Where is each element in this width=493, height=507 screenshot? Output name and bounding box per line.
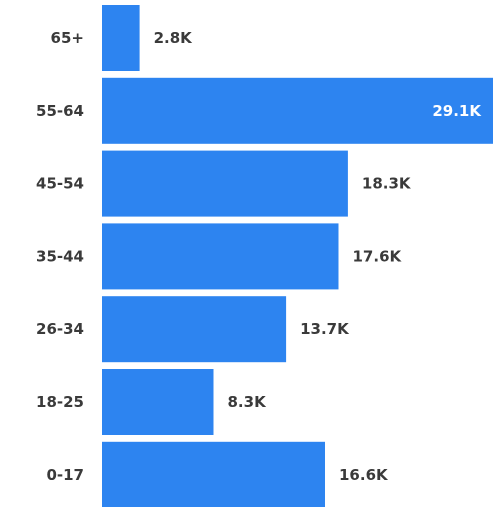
data-label: 8.3K (228, 393, 268, 411)
data-label: 29.1K (432, 102, 482, 120)
data-label: 13.7K (300, 320, 350, 338)
category-label: 55-64 (36, 102, 84, 120)
bar-18-25[interactable] (102, 369, 214, 435)
data-label: 16.6K (339, 466, 389, 484)
bar-65+[interactable] (102, 5, 140, 71)
bar-26-34[interactable] (102, 296, 287, 363)
category-labels: 65+ 55-64 45-54 35-44 26-34 18-25 0-17 (36, 29, 84, 484)
data-label: 2.8K (154, 29, 194, 47)
bar-35-44[interactable] (102, 223, 339, 290)
category-label: 65+ (51, 29, 84, 47)
data-labels: 2.8K 29.1K 18.3K 17.6K 13.7K 8.3K 16.6K (154, 29, 483, 484)
category-label: 45-54 (36, 175, 84, 193)
bar-45-54[interactable] (102, 150, 348, 217)
bar-0-17[interactable] (102, 441, 325, 507)
category-label: 26-34 (36, 320, 84, 338)
bar-55-64[interactable] (102, 77, 493, 144)
category-label: 0-17 (46, 466, 84, 484)
data-label: 18.3K (362, 175, 412, 193)
data-label: 17.6K (353, 247, 403, 265)
bars-layer (102, 5, 493, 507)
category-label: 18-25 (36, 393, 84, 411)
category-label: 35-44 (36, 247, 84, 265)
